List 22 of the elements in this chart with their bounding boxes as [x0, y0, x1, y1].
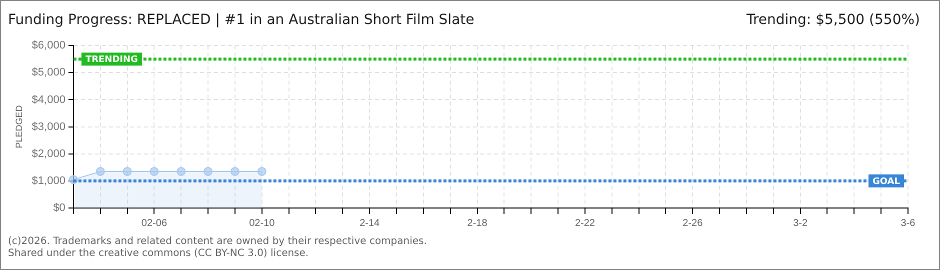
y-tick-label: $4,000 — [32, 94, 66, 106]
x-tick-label: 02-10 — [249, 218, 276, 229]
x-tick-label: 3-2 — [793, 218, 808, 229]
y-tick-label: $5,000 — [32, 66, 66, 79]
y-tick-label: $0 — [53, 202, 66, 214]
y-tick-label: $3,000 — [32, 120, 66, 133]
ref-line-label: TRENDING — [85, 54, 138, 65]
x-tick-label: 3-6 — [900, 218, 916, 229]
ref-line-label: GOAL — [872, 176, 900, 187]
y-tick-label: $2,000 — [32, 148, 66, 160]
y-axis-title: PLEDGED — [14, 104, 24, 148]
y-tick-label: $1,000 — [32, 174, 66, 187]
text: (c)2026. Trademarks and related content are owned by their respective companies. — [8, 236, 427, 248]
x-tick-label: 2-18 — [467, 218, 488, 229]
x-tick-label: 2-14 — [360, 218, 380, 229]
x-tick-label: 2-22 — [574, 218, 596, 229]
chart-subtitle: Trending: $5,500 (550%) — [746, 12, 920, 28]
x-tick-label: 2-26 — [682, 218, 704, 229]
y-tick-label: $6,000 — [32, 40, 66, 52]
chart-title: Funding Progress: REPLACED | #1 in an Australian Short Film Slate — [8, 12, 474, 28]
x-tick-label: 02-06 — [141, 218, 168, 229]
text: Shared under the creative commons (CC BY-NC 3.0) license. — [8, 248, 310, 260]
